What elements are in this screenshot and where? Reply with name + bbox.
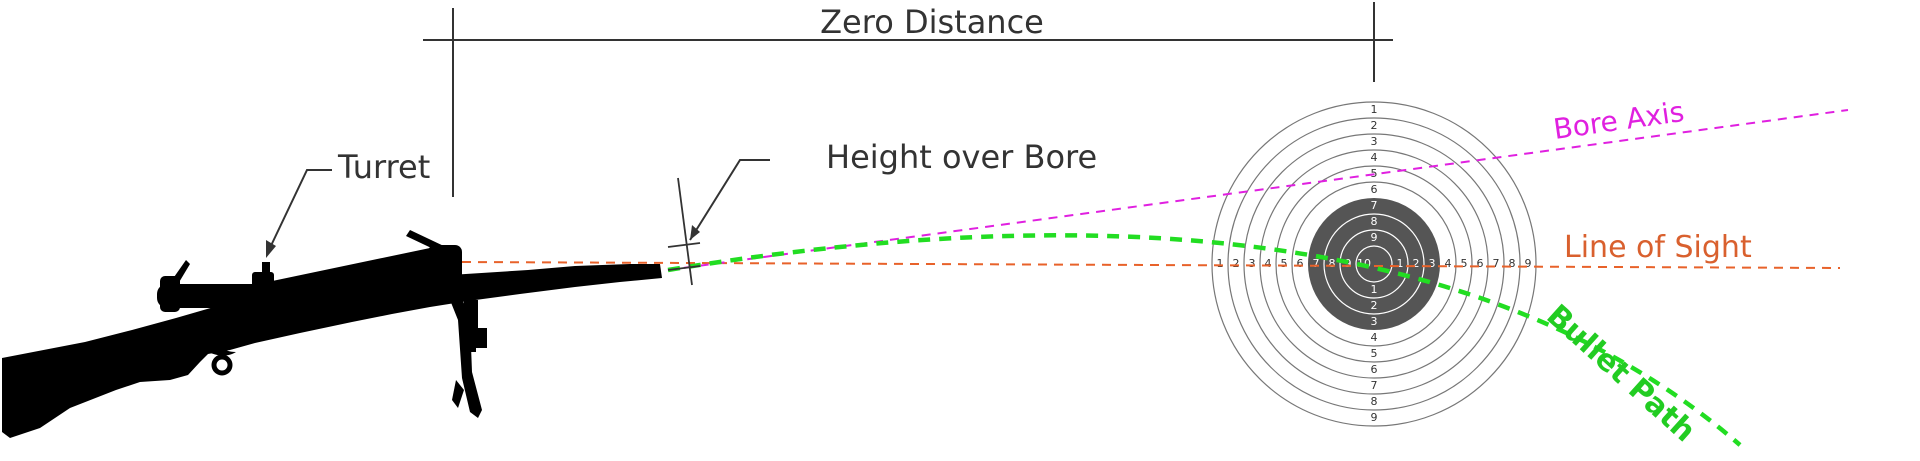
target: 12345678998765432112345678910987654321 (1211, 101, 1537, 427)
ring-number-bottom: 6 (1371, 363, 1378, 376)
ring-number-right: 7 (1493, 257, 1500, 270)
bore-axis-label: Bore Axis (1551, 95, 1686, 146)
ring-number-left: 1 (1217, 257, 1224, 270)
ring-number-right: 1 (1397, 257, 1404, 270)
ring-number-bottom: 1 (1371, 283, 1378, 296)
ring-number-right: 2 (1413, 257, 1420, 270)
ring-number-top: 8 (1371, 215, 1378, 228)
ring-number-right: 5 (1461, 257, 1468, 270)
scoped-rifle-on-bipod-icon (2, 230, 662, 438)
ring-number-bottom: 5 (1371, 347, 1378, 360)
ring-number-top: 4 (1371, 151, 1378, 164)
ring-number-right: 3 (1429, 257, 1436, 270)
ring-number-bottom: 4 (1371, 331, 1378, 344)
ring-number-right: 6 (1477, 257, 1484, 270)
bullet-path-label: Bullet Path (1540, 298, 1702, 449)
ring-number-top: 1 (1371, 103, 1378, 116)
target-black-center (1308, 198, 1440, 330)
height-over-bore-marker: Height over Bore (667, 138, 1097, 286)
ring-number-top: 9 (1371, 231, 1378, 244)
ring-number-top: 7 (1371, 199, 1378, 212)
ring-number-bottom: 7 (1371, 379, 1378, 392)
ring-number-left: 7 (1313, 257, 1320, 270)
ring-number-right: 4 (1445, 257, 1452, 270)
ring-number-left: 3 (1249, 257, 1256, 270)
turret-label: Turret (337, 148, 430, 186)
ring-number-right: 9 (1525, 257, 1532, 270)
ring-number-top: 6 (1371, 183, 1378, 196)
bullet-path-curve (667, 233, 1742, 447)
ring-number-bottom: 2 (1371, 299, 1378, 312)
height-over-bore-label: Height over Bore (826, 138, 1097, 176)
ring-number-right: 8 (1509, 257, 1516, 270)
zero-distance-dimension: Zero Distance (423, 2, 1393, 197)
ring-number-left: 6 (1297, 257, 1304, 270)
line-of-sight-line (461, 261, 1841, 269)
turret-marker: Turret (266, 148, 430, 258)
ring-number-left: 2 (1233, 257, 1240, 270)
ring-number-left: 8 (1329, 257, 1336, 270)
ring-number-left: 4 (1265, 257, 1272, 270)
ring-number-bottom: 9 (1371, 411, 1378, 424)
ring-number-bottom: 3 (1371, 315, 1378, 328)
zero-distance-label: Zero Distance (820, 3, 1044, 41)
ring-number-left: 5 (1281, 257, 1288, 270)
line-of-sight-label: Line of Sight (1564, 230, 1752, 265)
ring-number-top: 3 (1371, 135, 1378, 148)
ring-number-top: 2 (1371, 119, 1378, 132)
ring-number-bottom: 8 (1371, 395, 1378, 408)
